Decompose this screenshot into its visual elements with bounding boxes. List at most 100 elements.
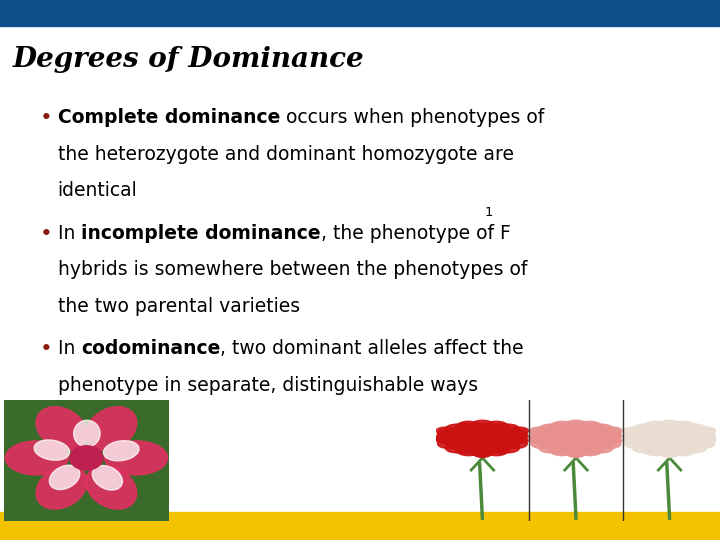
Text: hybrids is somewhere between the phenotypes of: hybrids is somewhere between the phenoty… bbox=[58, 260, 527, 279]
Circle shape bbox=[598, 438, 621, 448]
Ellipse shape bbox=[530, 427, 554, 436]
Circle shape bbox=[633, 424, 655, 434]
Circle shape bbox=[684, 443, 706, 453]
Ellipse shape bbox=[582, 443, 603, 454]
Ellipse shape bbox=[50, 465, 80, 490]
Circle shape bbox=[579, 446, 601, 456]
Ellipse shape bbox=[455, 443, 476, 454]
Circle shape bbox=[446, 424, 468, 434]
Ellipse shape bbox=[495, 439, 518, 448]
Ellipse shape bbox=[472, 447, 492, 457]
Text: incomplete dominance: incomplete dominance bbox=[81, 224, 320, 242]
Circle shape bbox=[625, 438, 647, 448]
Ellipse shape bbox=[455, 423, 476, 434]
Ellipse shape bbox=[104, 441, 139, 461]
Ellipse shape bbox=[549, 423, 570, 434]
Circle shape bbox=[692, 438, 714, 448]
Ellipse shape bbox=[489, 423, 510, 434]
Circle shape bbox=[457, 421, 480, 431]
Text: the heterozygote and dominant homozygote are: the heterozygote and dominant homozygote… bbox=[58, 145, 513, 164]
Ellipse shape bbox=[682, 439, 706, 448]
Circle shape bbox=[695, 434, 717, 443]
Text: Degrees of Dominance: Degrees of Dominance bbox=[13, 46, 364, 73]
Ellipse shape bbox=[36, 407, 87, 450]
Text: , the phenotype of F: , the phenotype of F bbox=[320, 224, 510, 242]
Circle shape bbox=[531, 438, 554, 448]
Circle shape bbox=[457, 446, 480, 456]
Circle shape bbox=[471, 420, 494, 430]
Text: •: • bbox=[40, 108, 53, 128]
Ellipse shape bbox=[597, 434, 622, 443]
Ellipse shape bbox=[566, 447, 586, 457]
Circle shape bbox=[70, 446, 103, 470]
Circle shape bbox=[508, 434, 530, 443]
Ellipse shape bbox=[5, 441, 68, 475]
Ellipse shape bbox=[660, 447, 680, 457]
Text: •: • bbox=[40, 339, 53, 359]
Circle shape bbox=[590, 424, 613, 434]
Circle shape bbox=[672, 446, 695, 456]
Circle shape bbox=[551, 446, 573, 456]
Ellipse shape bbox=[582, 423, 603, 434]
Circle shape bbox=[505, 429, 527, 438]
Ellipse shape bbox=[642, 443, 663, 454]
Ellipse shape bbox=[624, 427, 647, 436]
Text: © 2: © 2 bbox=[4, 501, 23, 511]
Ellipse shape bbox=[436, 434, 462, 443]
Ellipse shape bbox=[34, 440, 70, 460]
Circle shape bbox=[633, 443, 655, 453]
Circle shape bbox=[551, 421, 573, 431]
Circle shape bbox=[505, 438, 527, 448]
Text: , two dominant alleles affect the: , two dominant alleles affect the bbox=[220, 339, 524, 358]
Circle shape bbox=[684, 424, 706, 434]
Circle shape bbox=[579, 421, 601, 431]
Circle shape bbox=[644, 446, 667, 456]
Ellipse shape bbox=[676, 423, 697, 434]
Circle shape bbox=[438, 438, 460, 448]
Ellipse shape bbox=[436, 427, 460, 436]
Ellipse shape bbox=[566, 423, 586, 434]
Ellipse shape bbox=[92, 465, 122, 490]
Text: In: In bbox=[58, 339, 81, 358]
Bar bbox=[0, 0, 720, 26]
Circle shape bbox=[471, 447, 494, 457]
Ellipse shape bbox=[73, 420, 100, 447]
Text: In: In bbox=[58, 224, 81, 242]
Circle shape bbox=[435, 434, 457, 443]
Ellipse shape bbox=[540, 439, 564, 448]
Circle shape bbox=[590, 443, 613, 453]
Circle shape bbox=[601, 434, 624, 443]
Text: •: • bbox=[40, 224, 53, 244]
Circle shape bbox=[692, 429, 714, 438]
Circle shape bbox=[598, 429, 621, 438]
Ellipse shape bbox=[446, 439, 470, 448]
Ellipse shape bbox=[505, 427, 528, 436]
Ellipse shape bbox=[692, 427, 716, 436]
Ellipse shape bbox=[588, 439, 612, 448]
Circle shape bbox=[658, 447, 681, 457]
Circle shape bbox=[438, 429, 460, 438]
Text: 1: 1 bbox=[485, 206, 493, 219]
Text: the two parental varieties: the two parental varieties bbox=[58, 297, 300, 316]
Ellipse shape bbox=[104, 441, 168, 475]
Circle shape bbox=[625, 429, 647, 438]
Circle shape bbox=[564, 420, 588, 430]
Circle shape bbox=[446, 443, 468, 453]
Circle shape bbox=[528, 434, 551, 443]
Ellipse shape bbox=[549, 443, 570, 454]
Text: In incomplete dominance, the phenotype of F: In incomplete dominance, the phenotype o… bbox=[58, 224, 485, 242]
Ellipse shape bbox=[530, 434, 555, 443]
Circle shape bbox=[531, 429, 554, 438]
Ellipse shape bbox=[634, 439, 657, 448]
Ellipse shape bbox=[642, 423, 663, 434]
Circle shape bbox=[548, 427, 604, 450]
Text: identical: identical bbox=[58, 181, 138, 200]
Ellipse shape bbox=[36, 465, 87, 509]
Ellipse shape bbox=[660, 423, 680, 434]
Circle shape bbox=[454, 427, 510, 450]
Circle shape bbox=[539, 443, 562, 453]
Circle shape bbox=[642, 427, 698, 450]
Circle shape bbox=[539, 424, 562, 434]
Circle shape bbox=[485, 446, 508, 456]
Circle shape bbox=[497, 424, 519, 434]
